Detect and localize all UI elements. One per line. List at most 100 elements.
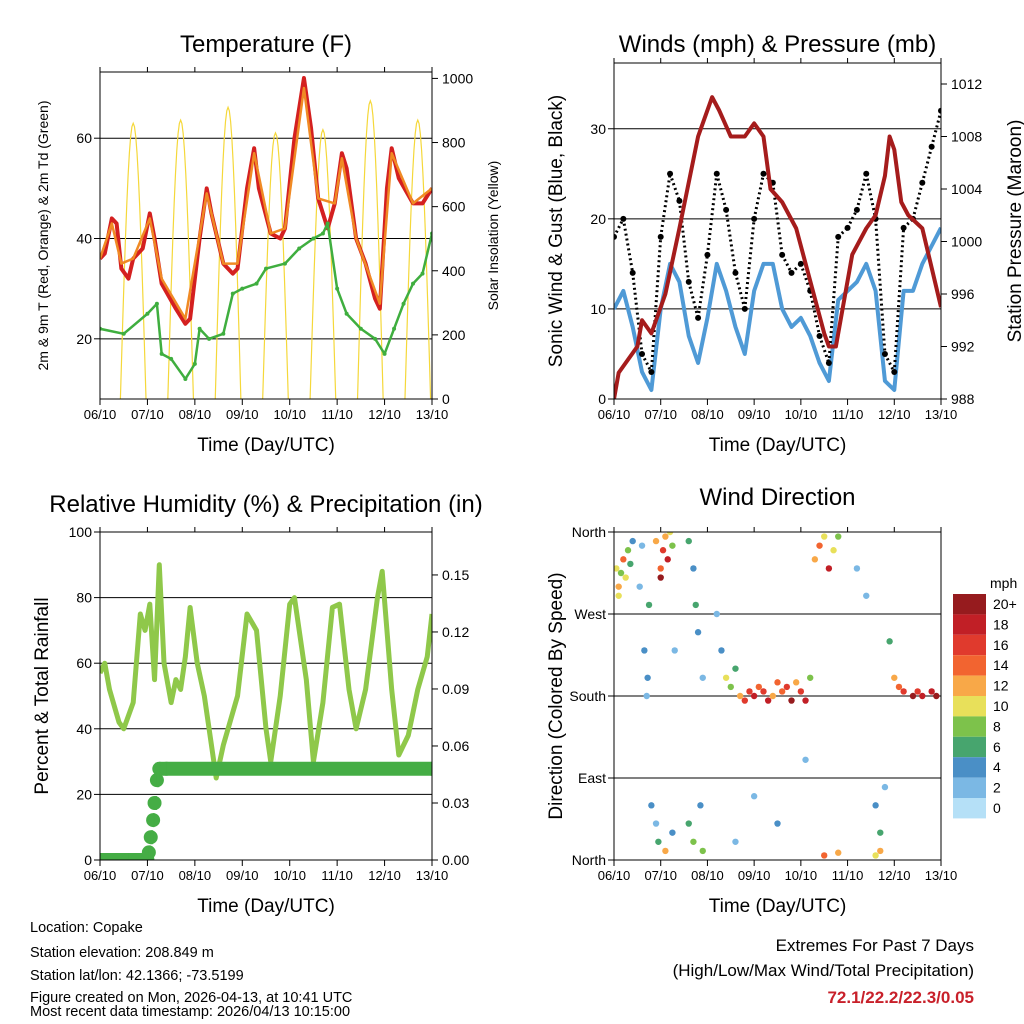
plot-area xyxy=(100,76,432,399)
x-tick-label: 10/10 xyxy=(785,407,818,422)
gust-segment xyxy=(677,200,691,283)
y-tick-label: South xyxy=(569,688,606,704)
wind-direction-point xyxy=(807,674,814,681)
gust-segment xyxy=(920,146,934,184)
2m-td-point xyxy=(159,351,164,356)
gust-segment xyxy=(640,353,653,373)
gust-segment xyxy=(734,272,747,310)
x-axis-label: Time (Day/UTC) xyxy=(709,896,847,917)
wind-direction-point xyxy=(788,697,795,704)
wind-direction-point xyxy=(657,574,664,581)
x-tick-label: 12/10 xyxy=(878,407,911,422)
gust-segment xyxy=(771,182,784,256)
wind-direction-point xyxy=(778,688,786,695)
gust-segment xyxy=(668,173,681,202)
x-tick-label: 08/10 xyxy=(179,407,212,422)
x-tick-label: 13/10 xyxy=(925,868,958,883)
wind-direction-point xyxy=(802,756,809,763)
panel-1: Winds (mph) & Pressure (mb) 0 10 20 30 988 992… xyxy=(546,31,1024,456)
gust-segment xyxy=(724,209,737,274)
y2-tick-label: 200 xyxy=(442,327,466,343)
y2-axis-label: Station Pressure (Maroon) xyxy=(1005,120,1024,343)
wind-direction-point xyxy=(624,547,632,554)
gust-segment xyxy=(659,173,672,238)
wind-direction-point xyxy=(821,852,828,859)
y-tick-label: 40 xyxy=(76,721,92,737)
x-tick-label: 13/10 xyxy=(925,407,958,422)
wind-direction-point xyxy=(685,537,692,545)
y-tick-label: 0 xyxy=(84,852,92,868)
2m-td-point xyxy=(373,336,378,341)
y2-tick-label: 0.09 xyxy=(442,681,469,697)
gust-segment xyxy=(930,110,941,148)
wind-direction-point xyxy=(614,565,620,572)
2m-td-point xyxy=(230,291,235,296)
wind-direction-point xyxy=(750,692,758,700)
2m-td-point xyxy=(335,286,340,291)
y2-tick-label: 0 xyxy=(442,391,450,407)
y-axis-label: Direction (Colored By Speed) xyxy=(546,572,567,819)
solar-insolation-line xyxy=(262,131,289,399)
y2-tick-label: 1004 xyxy=(951,181,982,197)
x-tick-label: 09/10 xyxy=(738,407,771,422)
x-tick-label: 08/10 xyxy=(179,868,212,883)
y2-tick-label: 1000 xyxy=(951,234,982,250)
wind-direction-point xyxy=(835,533,842,540)
y-axis-label: Percent & Total Rainfall xyxy=(32,597,53,794)
gust-segment xyxy=(846,209,859,229)
wind-direction-point xyxy=(699,674,706,681)
legend-swatch xyxy=(953,798,986,819)
y-tick-label: 80 xyxy=(76,590,92,606)
x-tick-label: 12/10 xyxy=(368,868,401,883)
x-tick-label: 06/10 xyxy=(598,407,631,422)
wind-direction-point xyxy=(671,647,678,654)
x-tick-label: 13/10 xyxy=(416,407,449,422)
x-tick-label: 09/10 xyxy=(226,407,259,422)
y2-tick-label: 0.03 xyxy=(442,795,469,811)
wind-direction-point xyxy=(694,629,702,636)
2m-td-point xyxy=(392,326,397,331)
wind-direction-point xyxy=(629,537,636,545)
gust-segment xyxy=(780,254,793,274)
9m-t-line xyxy=(100,86,432,321)
x-tick-label: 07/10 xyxy=(644,407,677,422)
wind-direction-point xyxy=(783,683,791,691)
wind-direction-point xyxy=(713,610,720,618)
legend-swatch xyxy=(953,736,986,758)
wind-direction-point xyxy=(872,852,879,859)
gust-segment xyxy=(631,272,644,355)
panel-3: Wind DirectionNorthEastSouthWestNorth06/… xyxy=(546,484,1017,917)
x-tick-label: 12/10 xyxy=(368,407,401,422)
y-tick-label: 60 xyxy=(76,655,92,671)
wind-direction-point xyxy=(919,692,926,700)
y2-tick-label: 0.06 xyxy=(442,738,469,754)
2m-td-point xyxy=(207,336,212,341)
recent-data-text: Most recent data timestamp: 2026/04/13 1… xyxy=(30,1004,351,1020)
wind-direction-point xyxy=(727,683,734,691)
2m-td-point xyxy=(382,351,387,356)
legend-label: 18 xyxy=(993,616,1009,632)
2m-td-point xyxy=(264,266,268,271)
y-tick-label: 30 xyxy=(590,121,606,137)
wind-direction-point xyxy=(699,847,706,855)
legend-swatch xyxy=(953,675,986,696)
wind-direction-point xyxy=(760,688,767,695)
chart-title: Relative Humidity (%) & Precipitation (i… xyxy=(49,491,482,518)
x-tick-label: 06/10 xyxy=(84,868,117,883)
x-tick-label: 08/10 xyxy=(691,407,724,422)
2m-td-point xyxy=(169,356,174,361)
gust-segment xyxy=(827,236,840,364)
wind-direction-point xyxy=(853,565,861,572)
y2-tick-label: 400 xyxy=(442,263,466,279)
gust-segment xyxy=(892,227,906,373)
x-tick-label: 13/10 xyxy=(416,868,449,883)
wind-direction-point xyxy=(891,674,898,681)
wind-direction-point xyxy=(652,820,660,827)
y-tick-label: West xyxy=(574,606,606,622)
wind-direction-point xyxy=(659,547,667,554)
wind-direction-point xyxy=(692,601,699,609)
y2-tick-label: 800 xyxy=(442,135,466,151)
x-tick-label: 11/10 xyxy=(832,407,864,422)
2m-td-point xyxy=(240,286,245,291)
